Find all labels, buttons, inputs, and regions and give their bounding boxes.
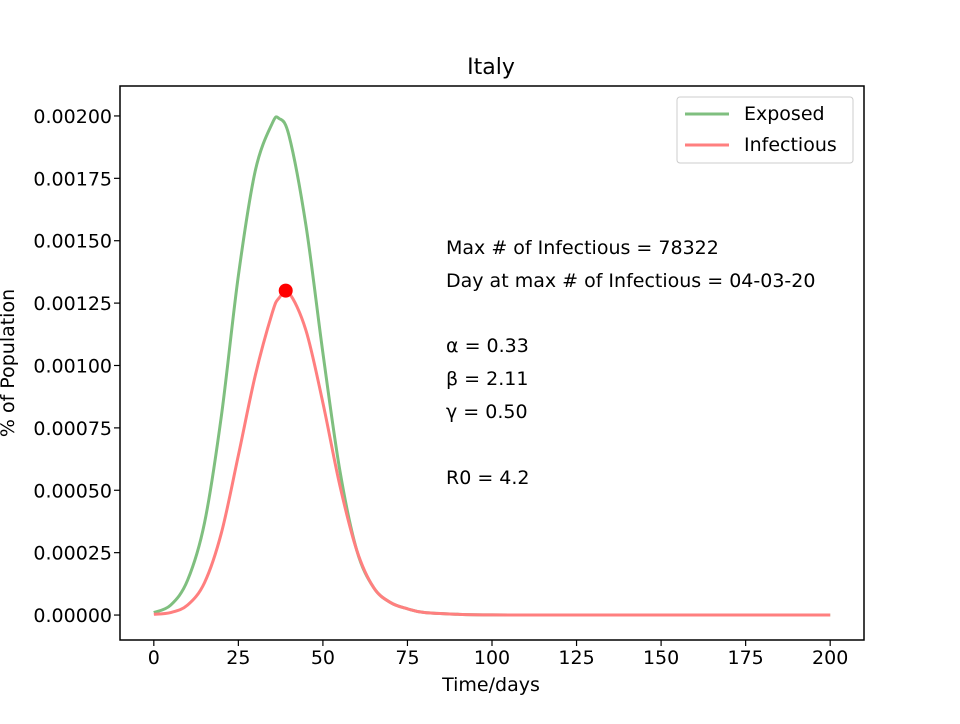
x-tick-label: 200 [812, 647, 848, 669]
axes-frame [119, 85, 865, 641]
annotation-max-infectious: Max # of Infectious = 78322 [446, 237, 719, 259]
y-tick-label: 0.00100 [33, 355, 112, 377]
annotation-day-at-max: Day at max # of Infectious = 04-03-20 [446, 270, 815, 292]
y-tick-label: 0.00050 [33, 480, 112, 502]
x-tick-label: 150 [643, 647, 679, 669]
x-axis-label: Time/days [441, 674, 540, 696]
chart-title: Italy [467, 55, 515, 80]
series-line-exposed [153, 115, 831, 617]
peak-infectious-marker [278, 283, 293, 298]
x-axis-ticks: 0 25 50 75 100 125 150 175 200 [148, 640, 848, 669]
legend: Exposed Infectious [676, 96, 854, 164]
series-line-infectious [153, 289, 831, 617]
y-tick-label: 0.00200 [33, 106, 112, 128]
y-axis-label: % of Population [0, 289, 19, 437]
annotation-alpha: α = 0.33 [446, 335, 529, 357]
y-tick-label: 0.00150 [33, 231, 112, 253]
annotation-block: Max # of Infectious = 78322 Day at max #… [446, 237, 815, 489]
y-tick-label: 0.00175 [33, 168, 112, 190]
x-tick-label: 0 [148, 647, 160, 669]
y-axis-ticks: 0.00000 0.00025 0.00050 0.00075 0.00100 0.001… [33, 106, 120, 627]
x-tick-label: 100 [474, 647, 510, 669]
plot-area [153, 115, 831, 617]
annotation-beta: β = 2.11 [446, 368, 528, 390]
annotation-r0: R0 = 4.2 [446, 467, 530, 489]
x-tick-label: 175 [728, 647, 764, 669]
y-tick-label: 0.00075 [33, 418, 112, 440]
legend-label-infectious: Infectious [744, 134, 837, 156]
x-tick-label: 125 [558, 647, 594, 669]
x-tick-label: 50 [311, 647, 335, 669]
y-tick-label: 0.00125 [33, 293, 112, 315]
y-tick-label: 0.00025 [33, 543, 112, 565]
legend-label-exposed: Exposed [744, 103, 825, 125]
y-tick-label: 0.00000 [33, 605, 112, 627]
x-tick-label: 75 [395, 647, 419, 669]
annotation-gamma: γ = 0.50 [446, 401, 528, 423]
x-tick-label: 25 [226, 647, 250, 669]
